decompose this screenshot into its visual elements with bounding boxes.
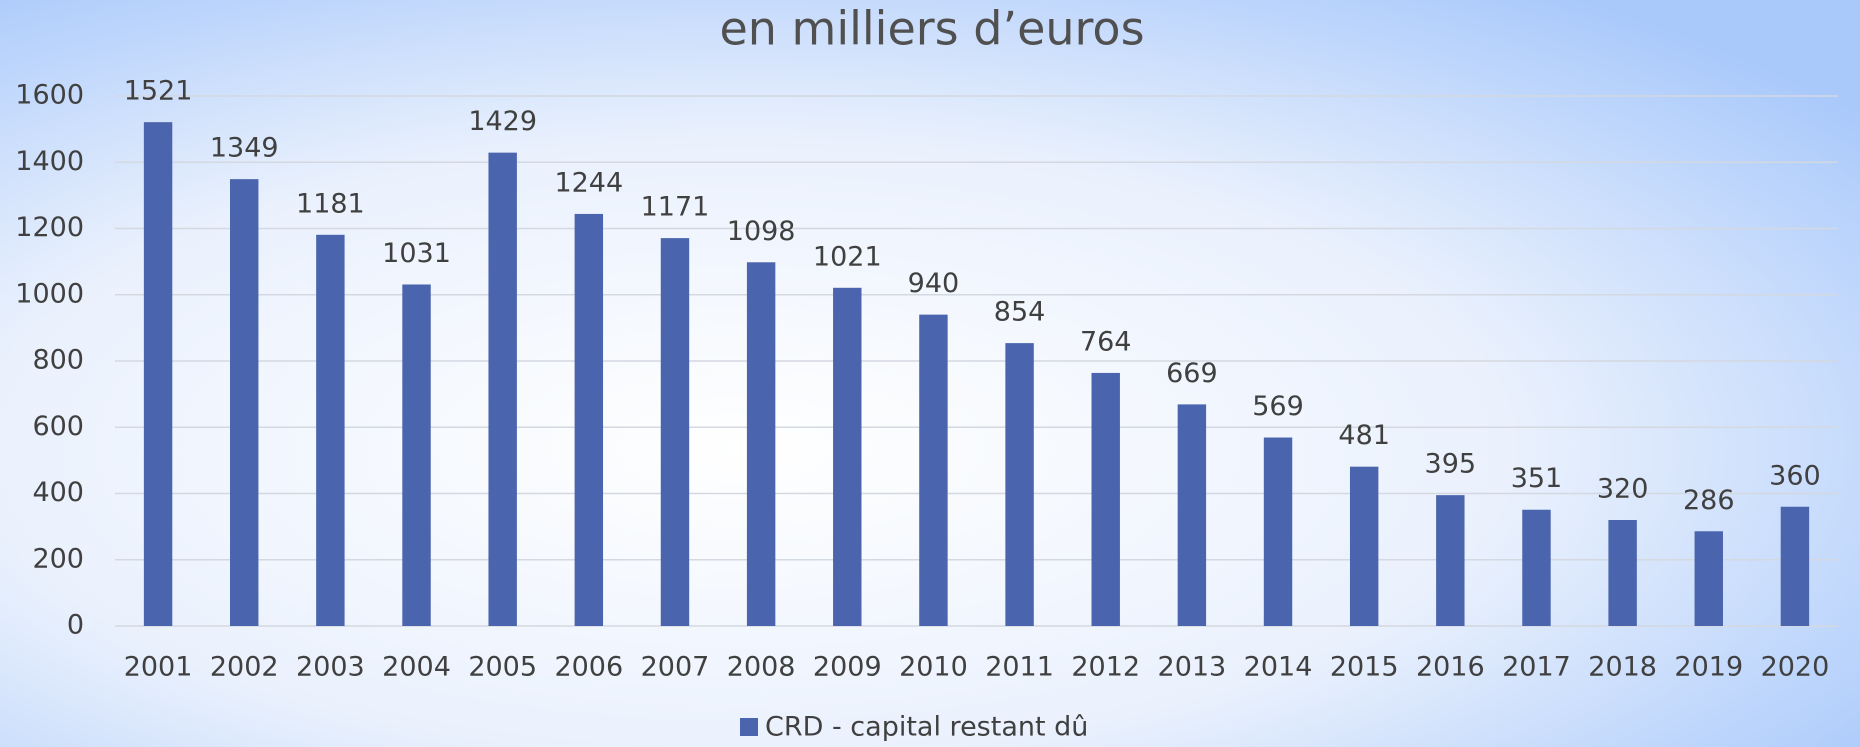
data-label: 1021	[813, 241, 882, 272]
x-tick-label: 2011	[985, 652, 1054, 683]
x-tick-label: 2012	[1071, 652, 1140, 683]
bar	[574, 213, 604, 627]
x-tick-label: 2003	[296, 652, 365, 683]
data-label: 1181	[296, 188, 365, 219]
data-label: 1171	[641, 192, 710, 223]
data-label: 320	[1597, 474, 1649, 505]
x-tick-label: 2016	[1416, 652, 1485, 683]
bar	[402, 284, 431, 626]
bar	[1349, 466, 1379, 626]
x-tick-label: 2005	[468, 652, 537, 683]
data-label: 1031	[382, 238, 451, 269]
legend-swatch	[740, 718, 758, 736]
data-label: 1098	[727, 216, 796, 247]
bar	[1091, 372, 1120, 626]
x-tick-label: 2001	[124, 652, 193, 683]
x-tick-label: 2007	[641, 652, 710, 683]
data-label: 286	[1683, 485, 1735, 516]
y-tick-label: 600	[32, 411, 84, 442]
bar	[488, 152, 517, 627]
x-tick-label: 2009	[813, 652, 882, 683]
bar	[1608, 520, 1637, 626]
data-label: 1349	[210, 133, 279, 164]
x-tick-label: 2008	[727, 652, 796, 683]
data-label: 764	[1080, 326, 1132, 357]
data-label: 481	[1338, 420, 1390, 451]
data-label: 854	[994, 297, 1046, 328]
y-tick-label: 800	[32, 345, 84, 376]
data-label: 1521	[124, 76, 193, 107]
bar	[1436, 495, 1465, 626]
data-label: 1244	[554, 167, 623, 198]
bar	[746, 262, 776, 626]
x-tick-label: 2014	[1244, 652, 1313, 683]
x-tick-label: 2004	[382, 652, 451, 683]
x-tick-label: 2019	[1674, 652, 1743, 683]
bar	[660, 238, 690, 626]
data-label: 351	[1511, 463, 1563, 494]
bar	[230, 179, 259, 627]
bar	[1177, 404, 1207, 626]
y-tick-label: 1200	[15, 212, 84, 243]
data-label: 395	[1425, 449, 1477, 480]
y-tick-label: 0	[67, 610, 84, 641]
bar	[919, 314, 948, 626]
data-label: 360	[1769, 460, 1821, 491]
bar	[316, 234, 345, 626]
data-label: 940	[908, 268, 960, 299]
x-tick-label: 2017	[1502, 652, 1571, 683]
bar	[1005, 343, 1034, 626]
bar	[1263, 437, 1293, 626]
y-tick-label: 200	[32, 543, 84, 574]
data-label: 669	[1166, 358, 1218, 389]
x-tick-label: 2015	[1330, 652, 1399, 683]
x-tick-label: 2002	[210, 652, 279, 683]
bar	[1694, 531, 1723, 626]
data-label: 569	[1252, 391, 1304, 422]
y-tick-label: 1000	[15, 278, 84, 309]
x-tick-label: 2006	[554, 652, 623, 683]
y-tick-label: 400	[32, 477, 84, 508]
x-tick-label: 2018	[1588, 652, 1657, 683]
chart-title: en milliers d’euros	[719, 2, 1144, 56]
x-tick-label: 2013	[1158, 652, 1227, 683]
bar	[1522, 509, 1551, 626]
bar	[143, 122, 173, 626]
x-tick-label: 2010	[899, 652, 968, 683]
bar	[833, 287, 862, 626]
bar	[1780, 506, 1810, 626]
x-tick-label: 2020	[1761, 652, 1830, 683]
y-tick-label: 1600	[15, 80, 84, 111]
y-tick-label: 1400	[15, 146, 84, 177]
legend-label: CRD - capital restant dû	[765, 712, 1088, 743]
data-label: 1429	[468, 106, 537, 137]
